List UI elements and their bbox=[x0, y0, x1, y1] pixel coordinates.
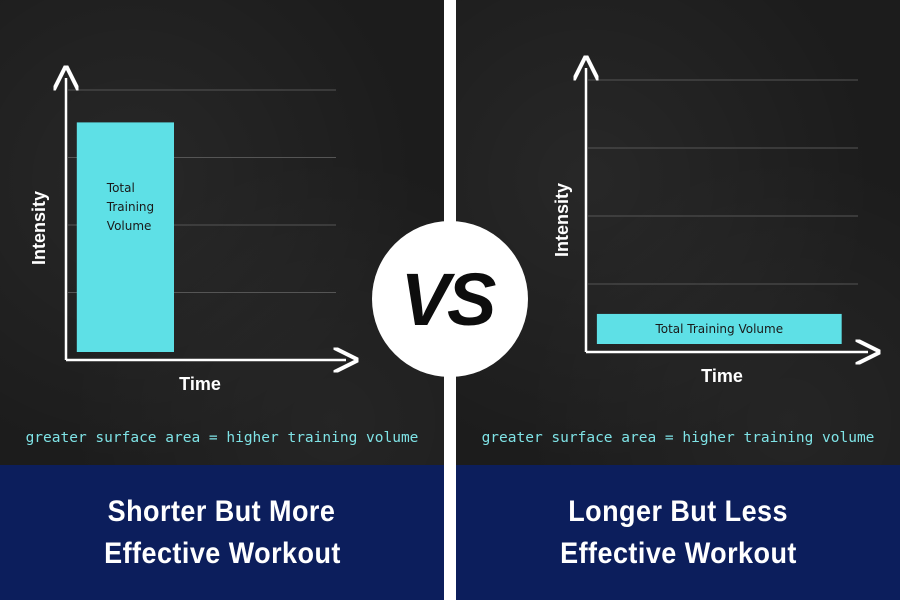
volume-note: greater surface area = higher training v… bbox=[25, 430, 419, 446]
x-axis-label: Time bbox=[179, 374, 221, 394]
chart-bars: Total Training Volume bbox=[596, 313, 842, 344]
footer-title-line-1: Longer But Less bbox=[568, 494, 788, 528]
bar-label-line: Total Training Volume bbox=[654, 322, 783, 336]
x-axis-label: Time bbox=[701, 366, 743, 386]
chart-gridlines bbox=[588, 79, 858, 285]
right-footer: Longer But Less Effective Workout bbox=[456, 465, 900, 600]
left-panel: Total Training Volume Intensity Time great… bbox=[0, 0, 444, 600]
y-axis-label: Intensity bbox=[29, 191, 49, 265]
training-volume-bar bbox=[596, 313, 842, 344]
right-chart: Total Training Volume Intensity Time bbox=[552, 0, 900, 386]
left-footer: Shorter But More Effective Workout bbox=[0, 465, 444, 600]
left-chart: Total Training Volume Intensity Time bbox=[29, 0, 444, 394]
right-panel: Total Training Volume Intensity Time gre… bbox=[456, 0, 900, 600]
footer-title-line-2: Effective Workout bbox=[559, 536, 797, 570]
bar-label-line: Training bbox=[106, 200, 154, 214]
bar-label-line: Volume bbox=[107, 219, 152, 233]
bar-label-line: Total bbox=[106, 181, 135, 195]
vs-text: VS bbox=[400, 257, 497, 341]
y-axis-label: Intensity bbox=[552, 183, 572, 257]
volume-note: greater surface area = higher training v… bbox=[481, 430, 875, 446]
footer-title-line-1: Shorter But More bbox=[108, 494, 336, 528]
chart-bars: Total Training Volume bbox=[76, 122, 174, 353]
footer-title-line-2: Effective Workout bbox=[103, 536, 341, 570]
vs-badge: VS bbox=[372, 221, 528, 377]
training-volume-bar bbox=[76, 122, 174, 353]
